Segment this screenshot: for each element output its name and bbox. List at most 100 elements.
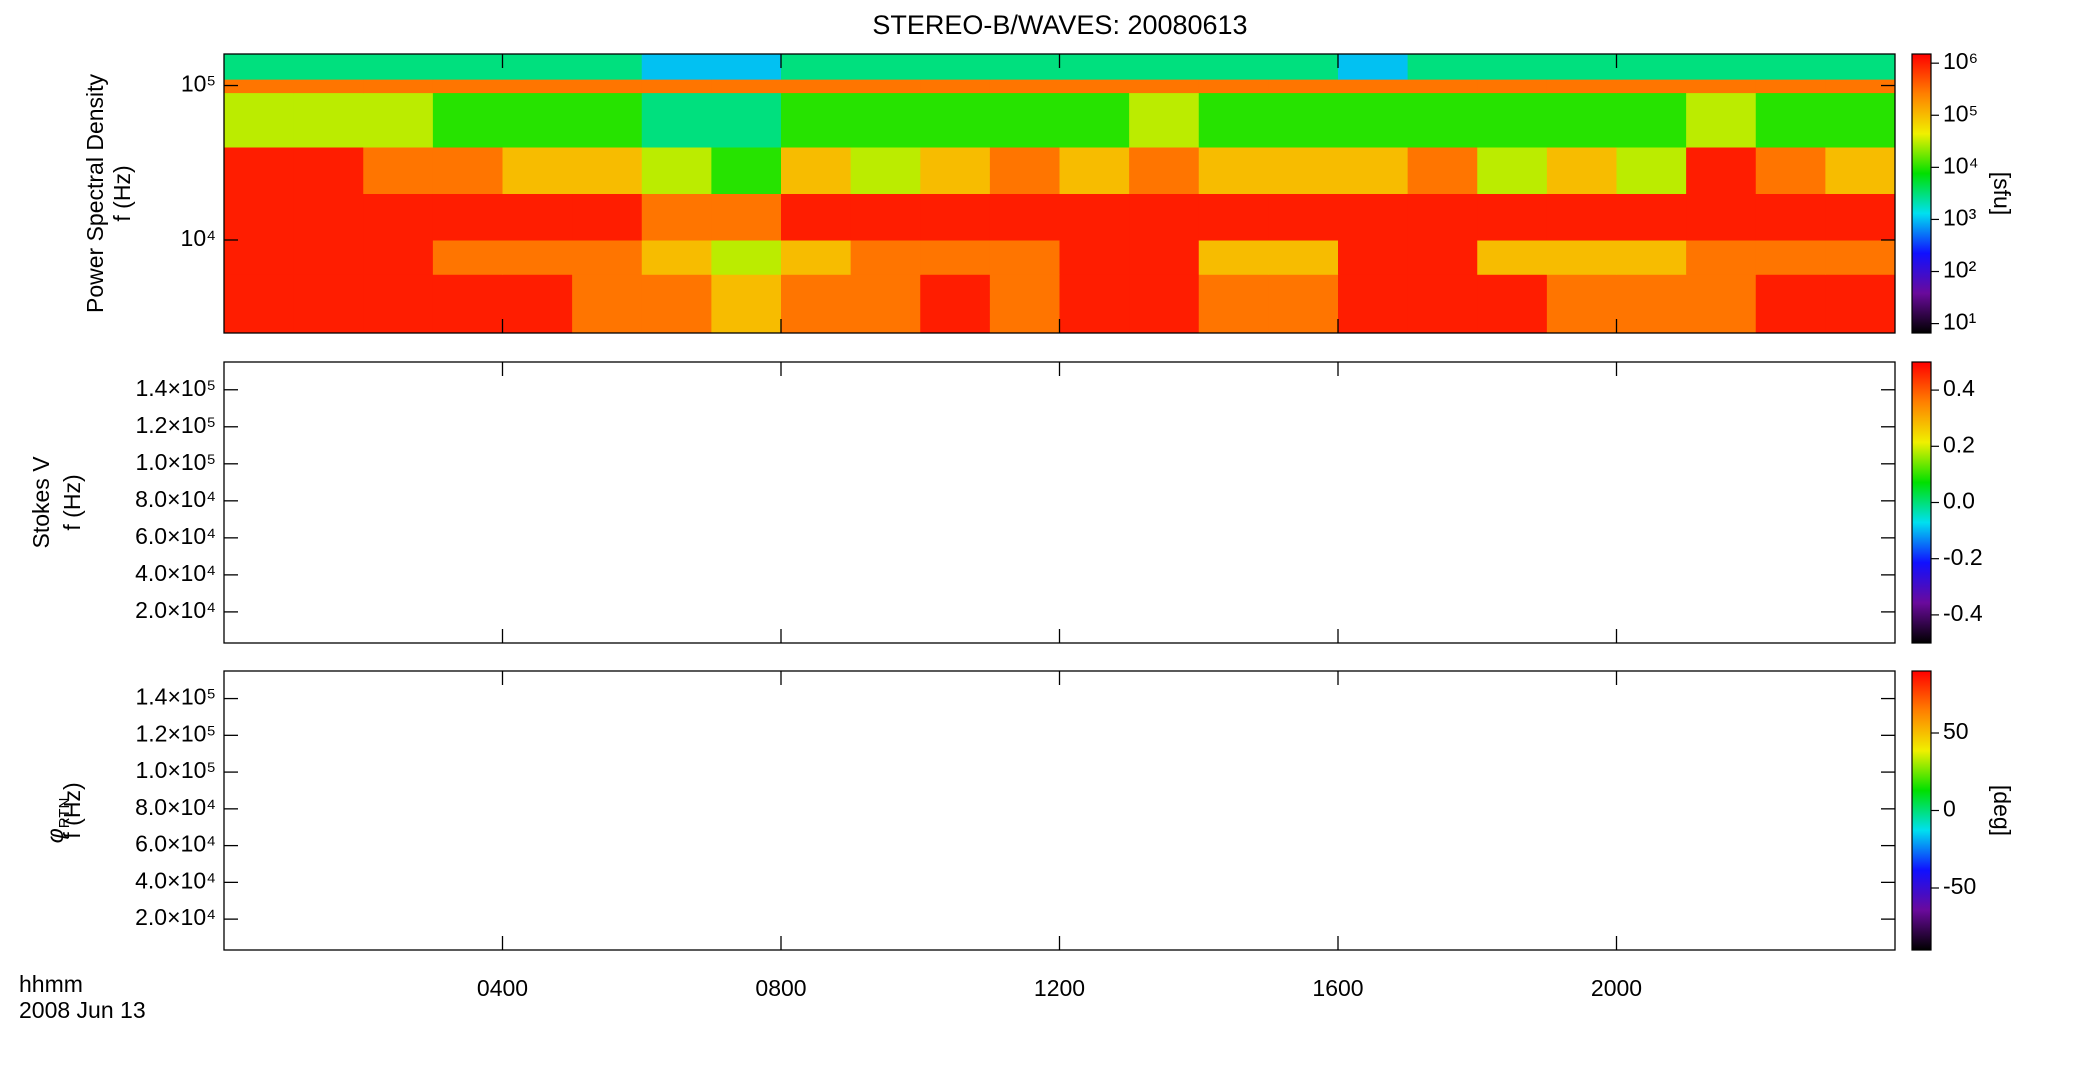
spectrogram-cell — [1755, 54, 1826, 80]
spectrogram-cell — [989, 92, 1060, 148]
spectrogram-cell — [1686, 92, 1757, 148]
spectrogram-cell — [1268, 92, 1339, 148]
spectrogram-cell — [1477, 193, 1548, 241]
y-axis-subscript: RTN — [56, 798, 73, 829]
spectrogram-cell — [850, 79, 921, 94]
spectrogram-cell — [572, 79, 643, 94]
chart-title: STEREO-B/WAVES: 20080613 — [872, 10, 1247, 40]
spectrogram-cell — [1198, 274, 1269, 334]
spectrogram-cell — [432, 240, 503, 275]
spectrogram-cell — [1755, 147, 1826, 194]
spectrogram-cell — [1477, 240, 1548, 275]
spectrogram-cell — [1825, 54, 1896, 80]
spectrogram-cell — [1338, 193, 1409, 241]
spectrogram-cell — [293, 147, 364, 194]
spectrogram-cell — [1546, 240, 1617, 275]
x-tick-label: 1600 — [1312, 975, 1363, 1001]
spectrogram-cell — [1616, 54, 1687, 80]
spectrogram-cell — [1129, 240, 1200, 275]
spectrogram-cell — [920, 92, 991, 148]
spectrogram-cell — [502, 193, 573, 241]
spectrogram-cell — [641, 54, 712, 80]
spectrogram-cell — [1755, 79, 1826, 94]
spectrogram-cell — [1825, 193, 1896, 241]
spectrogram-cell — [850, 240, 921, 275]
spectrogram-cell — [1059, 240, 1130, 275]
spectrogram-cell — [1059, 54, 1130, 80]
y-tick-label: 8.0×10⁴ — [135, 794, 216, 820]
spectrogram-cell — [363, 274, 434, 334]
colorbar-tick-label: 10⁴ — [1943, 152, 1978, 178]
spectrogram-cell — [572, 92, 643, 148]
spectrogram-cell — [1407, 274, 1478, 334]
spectrogram-cell — [920, 240, 991, 275]
spectrogram-cell — [1268, 274, 1339, 334]
spectrogram-cell — [363, 79, 434, 94]
colorbar-tick-label: -50 — [1943, 873, 1976, 899]
spectrogram-cell — [1755, 92, 1826, 148]
colorbar-tick-label: -0.4 — [1943, 600, 1983, 626]
spectrogram-cell — [641, 274, 712, 334]
spectrogram-cell — [1198, 54, 1269, 80]
spectrogram-cell — [1198, 240, 1269, 275]
spectrogram-cell — [1477, 79, 1548, 94]
spectrogram-cell — [1059, 193, 1130, 241]
spectrogram-cell — [1825, 240, 1896, 275]
y-tick-label: 1.4×10⁵ — [135, 375, 216, 401]
colorbar-tick-label: 0.0 — [1943, 488, 1975, 514]
spectrogram-cell — [432, 193, 503, 241]
spectrogram-cell — [224, 147, 295, 194]
spectrogram-cell — [1268, 193, 1339, 241]
spectrogram-cell — [1616, 147, 1687, 194]
spectrogram-cell — [850, 147, 921, 194]
y-axis-symbol: φ — [42, 828, 68, 843]
spectrogram-cell — [1198, 147, 1269, 194]
spectrogram-cell — [781, 92, 852, 148]
y-axis-label: Stokes V — [28, 456, 54, 549]
colorbar-tick-label: 0.4 — [1943, 375, 1975, 401]
spectrogram-cell — [1825, 147, 1896, 194]
colorbar-tick-label: 10³ — [1943, 205, 1977, 231]
spectrogram-cell — [1268, 147, 1339, 194]
spectrogram-cell — [641, 92, 712, 148]
spectrogram-cell — [572, 147, 643, 194]
spectrogram-cell — [989, 79, 1060, 94]
spectrogram-cell — [641, 240, 712, 275]
spectrogram-cell — [1198, 79, 1269, 94]
spectrogram-cell — [1686, 147, 1757, 194]
spectrogram-cell — [572, 193, 643, 241]
spectrogram-cell — [1616, 240, 1687, 275]
y-tick-label: 10⁴ — [181, 225, 216, 251]
spectrogram-cell — [502, 240, 573, 275]
y-axis-label: Power Spectral Density — [82, 73, 108, 313]
spectrogram-cell — [1059, 79, 1130, 94]
colorbar-tick-label: 50 — [1943, 718, 1969, 744]
x-tick-label: 2000 — [1591, 975, 1642, 1001]
spectrogram-cell — [1338, 79, 1409, 94]
spectrogram-cell — [1407, 147, 1478, 194]
spectrogram-cell — [1407, 79, 1478, 94]
y-tick-label: 1.0×10⁵ — [135, 449, 216, 475]
y-axis-label: f (Hz) — [109, 165, 135, 221]
spectrogram-cell — [1129, 274, 1200, 334]
spectrogram-cell — [502, 147, 573, 194]
spectrogram-cell — [502, 274, 573, 334]
colorbar — [1911, 670, 1932, 951]
colorbar-tick-label: -0.2 — [1943, 544, 1983, 570]
spectrogram-cell — [711, 147, 782, 194]
spectrogram-cell — [572, 54, 643, 80]
spectrogram-cell — [432, 54, 503, 80]
y-tick-label: 1.4×10⁵ — [135, 684, 216, 710]
spectrogram-cell — [293, 193, 364, 241]
y-axis-label: φRTN — [42, 798, 73, 844]
colorbar-tick-label: 10⁵ — [1943, 100, 1978, 126]
spectrogram-cell — [781, 240, 852, 275]
spectrogram-cell — [1546, 147, 1617, 194]
spectrogram-cell — [1825, 274, 1896, 334]
colorbar — [1911, 361, 1932, 644]
spectrogram-cell — [224, 193, 295, 241]
spectrogram-cell — [1268, 54, 1339, 80]
y-tick-label: 1.0×10⁵ — [135, 757, 216, 783]
spectrogram-cell — [1338, 147, 1409, 194]
colorbar-tick-label: 10² — [1943, 257, 1977, 283]
